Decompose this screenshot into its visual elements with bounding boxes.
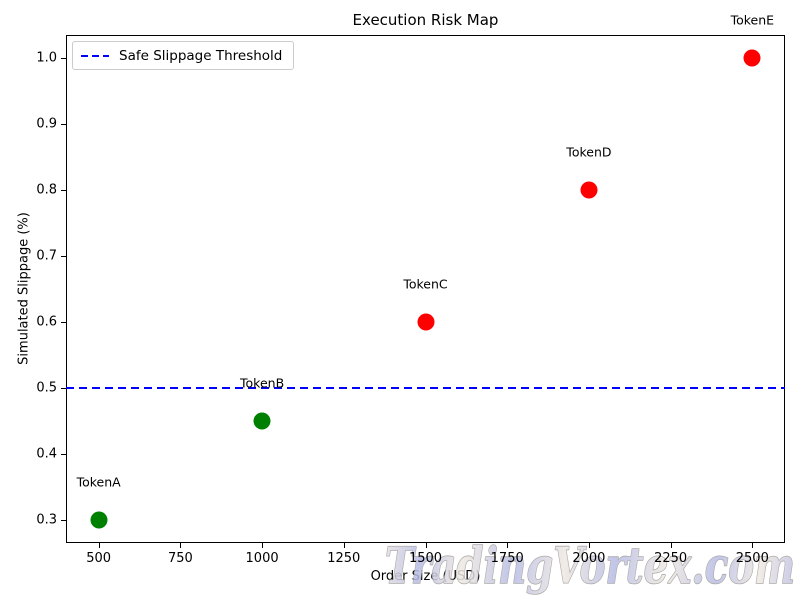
y-tick-mark: [61, 58, 66, 60]
legend-entry-label: Safe Slippage Threshold: [119, 47, 283, 64]
y-tick-label: 0.4: [36, 446, 57, 462]
y-axis-label: Simulated Slippage (%): [16, 212, 32, 365]
legend: Safe Slippage Threshold: [72, 41, 295, 70]
point-label-TokenA: TokenA: [76, 474, 121, 490]
x-tick-mark: [180, 543, 182, 548]
point-TokenD: [580, 181, 598, 199]
x-tick-label: 1750: [490, 551, 524, 566]
y-tick-label: 0.3: [36, 512, 57, 528]
y-tick-label: 0.6: [36, 314, 57, 330]
x-tick-mark: [262, 543, 264, 548]
point-TokenA: [90, 511, 108, 529]
y-tick-mark: [61, 256, 66, 257]
x-tick-mark: [752, 543, 754, 548]
y-tick-label: 1.0: [36, 50, 57, 66]
x-tick-label: 2500: [735, 551, 769, 566]
x-tick-mark: [425, 543, 427, 548]
x-tick-label: 1000: [245, 551, 279, 566]
y-tick-mark: [61, 387, 66, 389]
x-tick-label: 1500: [408, 551, 443, 566]
y-tick-label: 0.8: [36, 182, 57, 198]
y-tick-label: 0.9: [36, 116, 57, 132]
point-label-TokenB: TokenB: [240, 375, 285, 391]
y-tick-mark: [61, 453, 66, 455]
x-tick-label: 2250: [654, 551, 688, 566]
x-tick-mark: [343, 543, 345, 548]
x-tick-mark: [588, 543, 590, 548]
x-tick-label: 750: [167, 551, 193, 566]
point-TokenC: [417, 313, 434, 331]
point-label-TokenC: TokenC: [403, 276, 448, 292]
point-label-TokenE: TokenE: [730, 12, 775, 28]
legend-dashed-line-sample: [81, 54, 109, 57]
x-axis-label: Order Size (USD): [370, 569, 481, 584]
x-tick-label: 500: [86, 551, 112, 566]
threshold-line: [66, 386, 785, 389]
x-tick-label: 2000: [572, 551, 606, 566]
y-tick-mark: [61, 124, 66, 126]
plot-area: [66, 35, 785, 543]
point-TokenE: [743, 49, 761, 67]
y-tick-label: 0.7: [36, 248, 57, 264]
x-tick-mark: [98, 543, 100, 548]
y-tick-mark: [61, 190, 66, 192]
x-tick-mark: [670, 543, 672, 548]
chart-title: Execution Risk Map: [352, 11, 499, 29]
point-label-TokenD: TokenD: [566, 144, 612, 160]
point-TokenB: [253, 412, 271, 430]
x-tick-label: 1250: [327, 551, 361, 566]
y-tick-mark: [61, 321, 66, 323]
y-tick-label: 0.5: [36, 380, 57, 396]
y-tick-mark: [61, 519, 66, 521]
x-tick-mark: [507, 543, 509, 548]
